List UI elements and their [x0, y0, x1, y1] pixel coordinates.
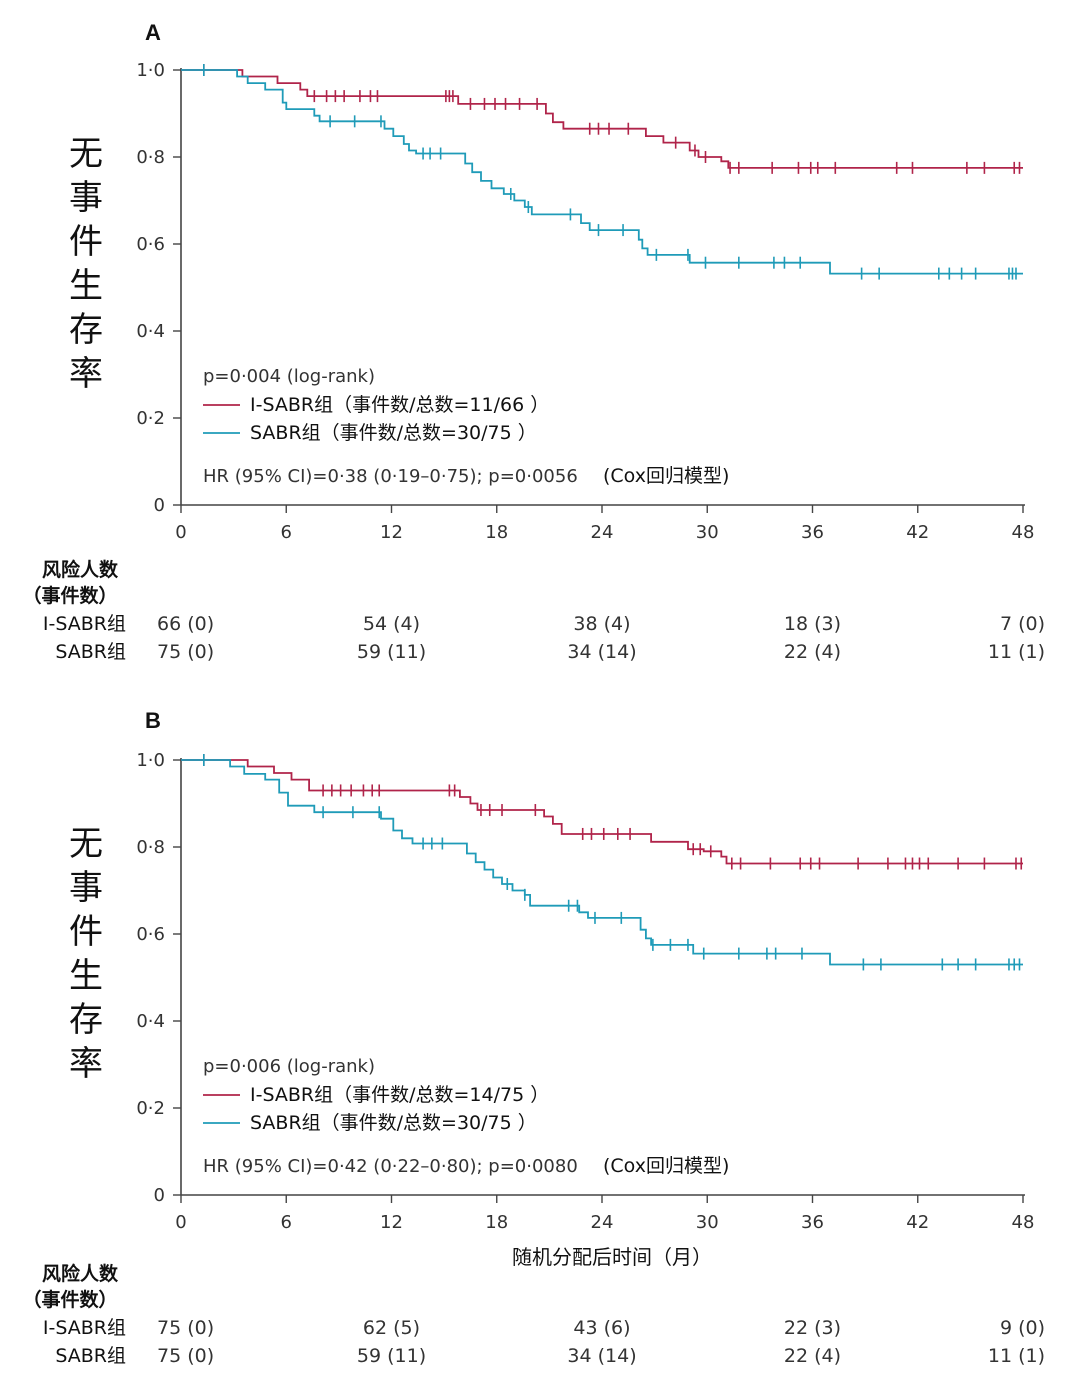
y-tick-label: 0·4	[136, 321, 165, 342]
risk-table-header: 风险人数	[42, 558, 119, 581]
y-tick-label: 0·2	[136, 408, 165, 429]
y-tick-label: 0	[154, 495, 165, 516]
risk-cell: 75 (0)	[157, 641, 214, 663]
risk-cell: 18 (3)	[784, 613, 841, 635]
panel-letter: A	[145, 20, 161, 45]
pvalue-text: p=0·006 (log-rank)	[203, 1056, 375, 1077]
risk-cell: 34 (14)	[567, 641, 636, 663]
series-line-isabr	[181, 759, 1023, 865]
x-tick-label: 36	[801, 1212, 824, 1233]
x-tick-label: 6	[281, 522, 292, 543]
x-tick-label: 48	[1012, 522, 1035, 543]
risk-cell: 9 (0)	[1000, 1317, 1045, 1339]
series-line-sabr	[181, 69, 1023, 275]
risk-row-label: I-SABR组	[43, 613, 126, 635]
risk-cell: 22 (3)	[784, 1317, 841, 1339]
risk-cell: 62 (5)	[363, 1317, 420, 1339]
x-tick-label: 18	[485, 522, 508, 543]
risk-row-label: SABR组	[55, 1345, 126, 1367]
x-tick-label: 30	[696, 522, 719, 543]
y-tick-label: 1·0	[136, 60, 165, 81]
panel-letter: B	[145, 708, 161, 733]
x-tick-label: 42	[906, 522, 929, 543]
y-tick-label: 0·4	[136, 1011, 165, 1032]
y-tick-label: 0·6	[136, 924, 165, 945]
x-tick-label: 12	[380, 1212, 403, 1233]
risk-cell: 11 (1)	[988, 1345, 1045, 1367]
y-tick-label: 0	[154, 1185, 165, 1206]
risk-table-header: 风险人数	[42, 1262, 119, 1285]
risk-cell: 7 (0)	[1000, 613, 1045, 635]
risk-cell: 75 (0)	[157, 1317, 214, 1339]
x-tick-label: 30	[696, 1212, 719, 1233]
risk-cell: 34 (14)	[567, 1345, 636, 1367]
x-tick-label: 18	[485, 1212, 508, 1233]
risk-cell: 43 (6)	[573, 1317, 630, 1339]
risk-cell: 22 (4)	[784, 641, 841, 663]
risk-table-subheader: （事件数）	[22, 1288, 117, 1311]
legend-entry: SABR组（事件数/总数=30/75 ）	[250, 1112, 537, 1134]
x-tick-label: 6	[281, 1212, 292, 1233]
panel-a: A 0 0·2 0·4 0·6 0·8 1·0 0 6 12 18 24 30 36 42 48 无事件生存率 p…	[22, 20, 1045, 663]
legend-entry: I-SABR组（事件数/总数=11/66 ）	[250, 394, 549, 416]
pvalue-text: p=0·004 (log-rank)	[203, 366, 375, 387]
risk-cell: 59 (11)	[357, 1345, 426, 1367]
risk-cell: 66 (0)	[157, 613, 214, 635]
x-tick-label: 42	[906, 1212, 929, 1233]
risk-row-label: SABR组	[55, 641, 126, 663]
legend-entry: I-SABR组（事件数/总数=14/75 ）	[250, 1084, 549, 1106]
x-tick-label: 36	[801, 522, 824, 543]
risk-table-subheader: （事件数）	[22, 584, 117, 607]
x-tick-label: 12	[380, 522, 403, 543]
y-axis-label: 无事件生存率	[69, 824, 103, 1084]
x-tick-label: 24	[591, 1212, 614, 1233]
risk-cell: 54 (4)	[363, 613, 420, 635]
x-tick-label: 0	[175, 1212, 186, 1233]
x-tick-label: 0	[175, 522, 186, 543]
x-axis-label: 随机分配后时间（月）	[512, 1245, 712, 1269]
hr-text: HR (95% CI)=0·38 (0·19–0·75); p=0·0056	[203, 466, 578, 487]
panel-b: B 0 0·2 0·4 0·6 0·8 1·0 0 6 12 18 24 30 36 42 48 无事件生存率 p…	[22, 708, 1045, 1367]
cox-text: (Cox回归模型)	[603, 1155, 729, 1177]
risk-cell: 59 (11)	[357, 641, 426, 663]
x-tick-label: 48	[1012, 1212, 1035, 1233]
legend-entry: SABR组（事件数/总数=30/75 ）	[250, 422, 537, 444]
risk-cell: 22 (4)	[784, 1345, 841, 1367]
y-axis-label: 无事件生存率	[69, 134, 103, 394]
hr-text: HR (95% CI)=0·42 (0·22–0·80); p=0·0080	[203, 1156, 578, 1177]
x-tick-label: 24	[591, 522, 614, 543]
y-tick-label: 1·0	[136, 750, 165, 771]
y-tick-label: 0·8	[136, 147, 165, 168]
risk-row-label: I-SABR组	[43, 1317, 126, 1339]
risk-cell: 75 (0)	[157, 1345, 214, 1367]
risk-cell: 11 (1)	[988, 641, 1045, 663]
cox-text: (Cox回归模型)	[603, 465, 729, 487]
series-line-isabr	[181, 69, 1023, 169]
y-tick-label: 0·8	[136, 837, 165, 858]
series-line-sabr	[181, 759, 1023, 966]
risk-cell: 38 (4)	[573, 613, 630, 635]
y-tick-label: 0·2	[136, 1098, 165, 1119]
y-tick-label: 0·6	[136, 234, 165, 255]
